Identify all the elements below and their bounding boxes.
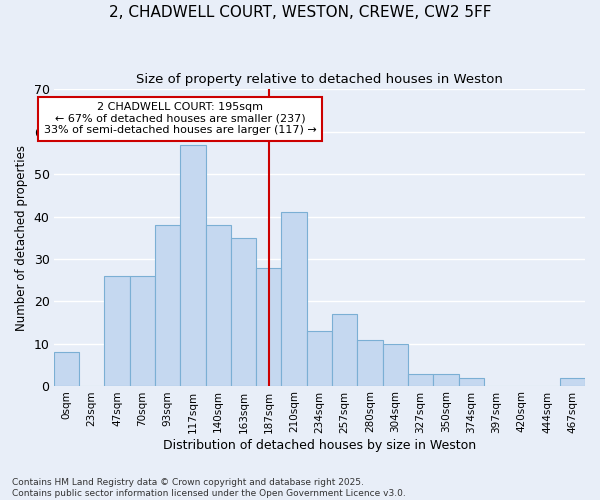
Bar: [332, 314, 358, 386]
Bar: [206, 225, 231, 386]
Text: 2, CHADWELL COURT, WESTON, CREWE, CW2 5FF: 2, CHADWELL COURT, WESTON, CREWE, CW2 5F…: [109, 5, 491, 20]
Bar: [433, 374, 458, 386]
Bar: [231, 238, 256, 386]
Bar: [256, 268, 281, 386]
Bar: [180, 144, 206, 386]
Bar: [307, 331, 332, 386]
Bar: [54, 352, 79, 386]
Bar: [560, 378, 585, 386]
Bar: [155, 225, 180, 386]
Text: 2 CHADWELL COURT: 195sqm
← 67% of detached houses are smaller (237)
33% of semi-: 2 CHADWELL COURT: 195sqm ← 67% of detach…: [44, 102, 317, 136]
Bar: [358, 340, 383, 386]
Bar: [458, 378, 484, 386]
Bar: [104, 276, 130, 386]
Bar: [383, 344, 408, 387]
Bar: [408, 374, 433, 386]
Bar: [281, 212, 307, 386]
Y-axis label: Number of detached properties: Number of detached properties: [15, 145, 28, 331]
Text: Contains HM Land Registry data © Crown copyright and database right 2025.
Contai: Contains HM Land Registry data © Crown c…: [12, 478, 406, 498]
Bar: [130, 276, 155, 386]
X-axis label: Distribution of detached houses by size in Weston: Distribution of detached houses by size …: [163, 440, 476, 452]
Title: Size of property relative to detached houses in Weston: Size of property relative to detached ho…: [136, 72, 503, 86]
